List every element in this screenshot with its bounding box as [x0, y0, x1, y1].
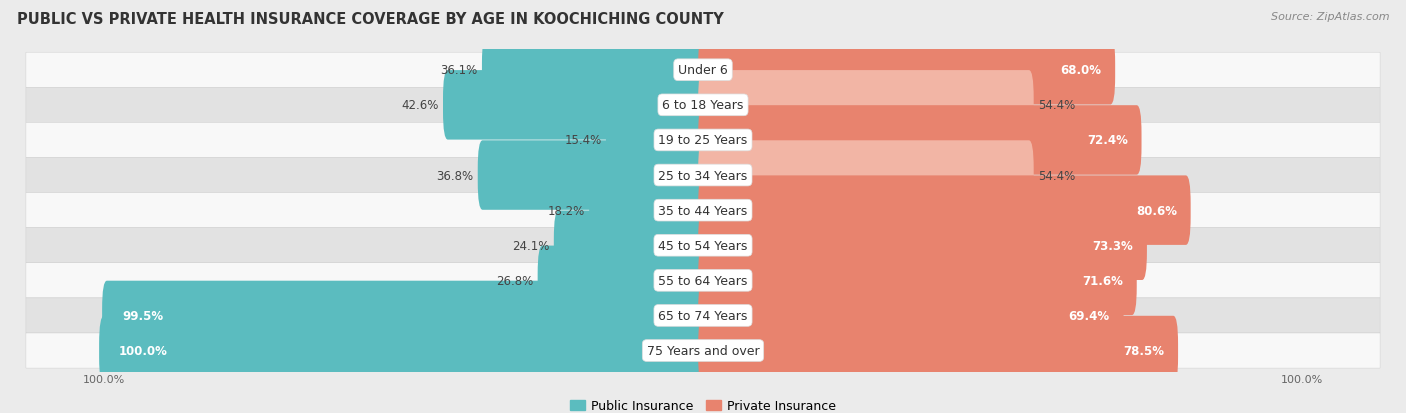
FancyBboxPatch shape	[25, 333, 1381, 368]
FancyBboxPatch shape	[25, 193, 1381, 228]
Text: 25 to 34 Years: 25 to 34 Years	[658, 169, 748, 182]
Text: 71.6%: 71.6%	[1083, 274, 1123, 287]
FancyBboxPatch shape	[25, 228, 1381, 263]
Text: 19 to 25 Years: 19 to 25 Years	[658, 134, 748, 147]
Text: 75 Years and over: 75 Years and over	[647, 344, 759, 357]
FancyBboxPatch shape	[100, 316, 707, 385]
Legend: Public Insurance, Private Insurance: Public Insurance, Private Insurance	[565, 394, 841, 413]
FancyBboxPatch shape	[699, 211, 1147, 280]
Text: 36.1%: 36.1%	[440, 64, 478, 77]
FancyBboxPatch shape	[699, 106, 1142, 175]
FancyBboxPatch shape	[25, 158, 1381, 193]
Text: 26.8%: 26.8%	[496, 274, 533, 287]
FancyBboxPatch shape	[699, 36, 1115, 105]
Text: 69.4%: 69.4%	[1069, 309, 1109, 322]
FancyBboxPatch shape	[606, 106, 707, 175]
Text: 80.6%: 80.6%	[1136, 204, 1177, 217]
FancyBboxPatch shape	[25, 53, 1381, 88]
Text: 99.5%: 99.5%	[122, 309, 163, 322]
Text: Source: ZipAtlas.com: Source: ZipAtlas.com	[1271, 12, 1389, 22]
Text: 54.4%: 54.4%	[1038, 169, 1076, 182]
FancyBboxPatch shape	[699, 141, 1033, 210]
FancyBboxPatch shape	[589, 176, 707, 245]
Text: 36.8%: 36.8%	[436, 169, 474, 182]
Text: 24.1%: 24.1%	[512, 239, 550, 252]
Text: 100.0%: 100.0%	[120, 344, 167, 357]
FancyBboxPatch shape	[25, 263, 1381, 298]
Text: 78.5%: 78.5%	[1123, 344, 1164, 357]
Text: 72.4%: 72.4%	[1087, 134, 1128, 147]
FancyBboxPatch shape	[699, 176, 1191, 245]
Text: 6 to 18 Years: 6 to 18 Years	[662, 99, 744, 112]
FancyBboxPatch shape	[482, 36, 707, 105]
Text: PUBLIC VS PRIVATE HEALTH INSURANCE COVERAGE BY AGE IN KOOCHICHING COUNTY: PUBLIC VS PRIVATE HEALTH INSURANCE COVER…	[17, 12, 724, 27]
FancyBboxPatch shape	[478, 141, 707, 210]
FancyBboxPatch shape	[25, 123, 1381, 158]
FancyBboxPatch shape	[25, 298, 1381, 333]
FancyBboxPatch shape	[103, 281, 707, 350]
FancyBboxPatch shape	[554, 211, 707, 280]
Text: 35 to 44 Years: 35 to 44 Years	[658, 204, 748, 217]
Text: Under 6: Under 6	[678, 64, 728, 77]
Text: 55 to 64 Years: 55 to 64 Years	[658, 274, 748, 287]
FancyBboxPatch shape	[699, 316, 1178, 385]
FancyBboxPatch shape	[443, 71, 707, 140]
Text: 15.4%: 15.4%	[564, 134, 602, 147]
FancyBboxPatch shape	[699, 71, 1033, 140]
FancyBboxPatch shape	[25, 88, 1381, 123]
Text: 68.0%: 68.0%	[1060, 64, 1101, 77]
FancyBboxPatch shape	[699, 281, 1123, 350]
FancyBboxPatch shape	[699, 246, 1136, 316]
Text: 65 to 74 Years: 65 to 74 Years	[658, 309, 748, 322]
Text: 42.6%: 42.6%	[402, 99, 439, 112]
Text: 45 to 54 Years: 45 to 54 Years	[658, 239, 748, 252]
Text: 54.4%: 54.4%	[1038, 99, 1076, 112]
FancyBboxPatch shape	[537, 246, 707, 316]
Text: 18.2%: 18.2%	[548, 204, 585, 217]
Text: 73.3%: 73.3%	[1092, 239, 1133, 252]
